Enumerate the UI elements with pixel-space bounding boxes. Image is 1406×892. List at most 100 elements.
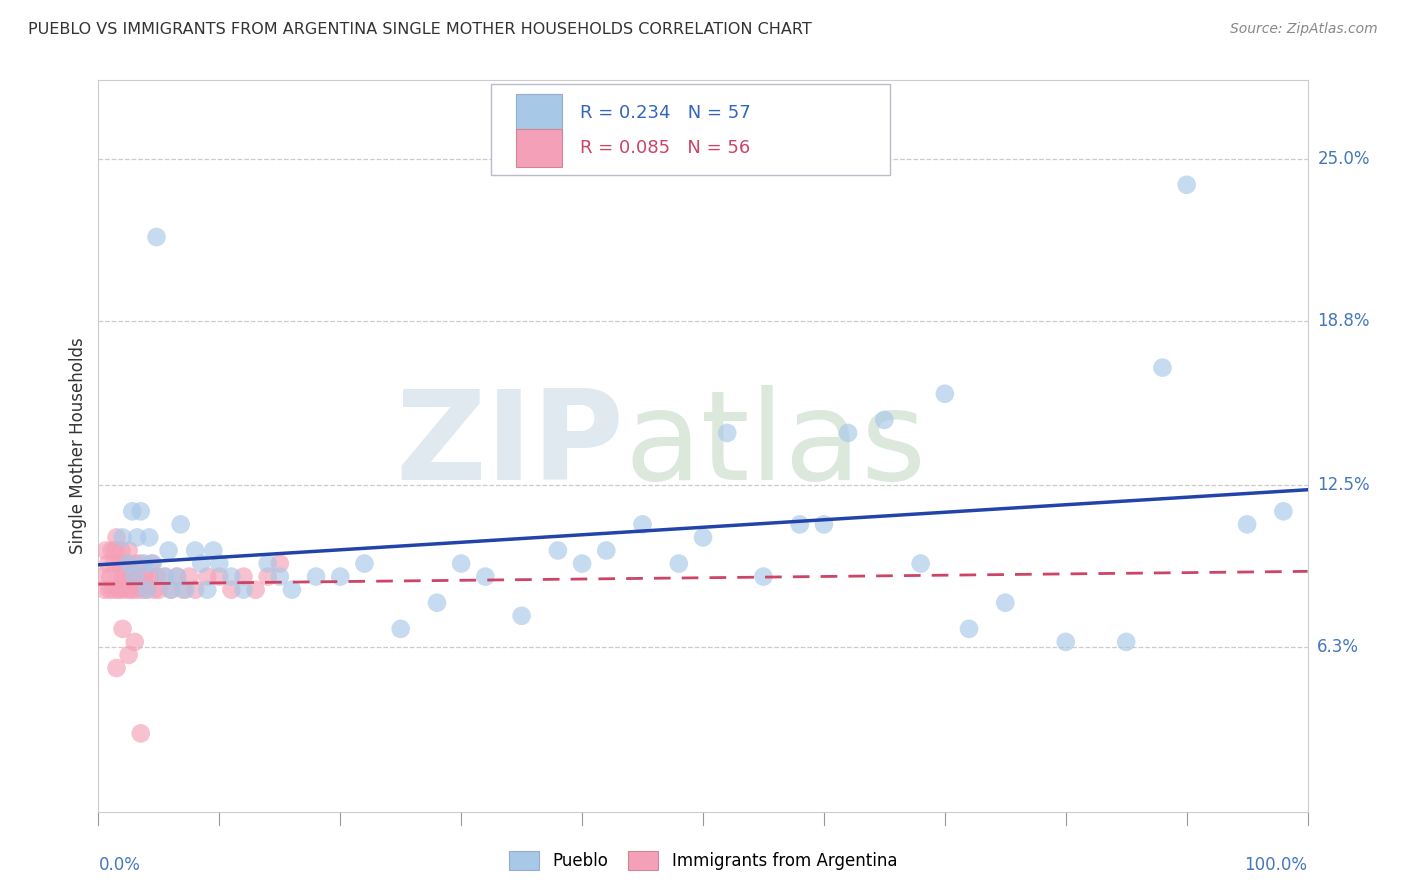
Point: [994, 596, 1017, 610]
Point: [127, 582, 149, 597]
Point: [184, 543, 207, 558]
Point: [141, 557, 163, 571]
Point: [1272, 504, 1295, 518]
Point: [208, 569, 231, 583]
Point: [281, 582, 304, 597]
Text: ZIP: ZIP: [395, 385, 624, 507]
Point: [120, 569, 142, 583]
Text: PUEBLO VS IMMIGRANTS FROM ARGENTINA SINGLE MOTHER HOUSEHOLDS CORRELATION CHART: PUEBLO VS IMMIGRANTS FROM ARGENTINA SING…: [28, 22, 811, 37]
Point: [138, 530, 160, 544]
Point: [145, 230, 167, 244]
Legend: Pueblo, Immigrants from Argentina: Pueblo, Immigrants from Argentina: [502, 844, 904, 877]
Text: 18.8%: 18.8%: [1317, 311, 1369, 330]
Point: [184, 582, 207, 597]
Point: [129, 557, 152, 571]
Point: [108, 569, 131, 583]
Point: [157, 543, 180, 558]
Point: [752, 569, 775, 583]
Point: [934, 386, 956, 401]
Point: [208, 557, 231, 571]
Point: [108, 582, 131, 597]
Point: [329, 569, 352, 583]
Point: [135, 582, 157, 597]
Text: 0.0%: 0.0%: [98, 855, 141, 873]
Point: [127, 569, 149, 583]
Point: [110, 543, 132, 558]
Point: [716, 425, 738, 440]
Point: [104, 543, 127, 558]
Point: [129, 726, 152, 740]
Point: [160, 582, 183, 597]
Point: [153, 569, 176, 583]
Text: 25.0%: 25.0%: [1317, 150, 1369, 168]
Point: [389, 622, 412, 636]
Point: [195, 569, 218, 583]
Point: [112, 557, 135, 571]
Point: [134, 569, 156, 583]
Point: [232, 582, 254, 597]
Point: [143, 582, 166, 597]
Point: [118, 582, 141, 597]
Y-axis label: Single Mother Households: Single Mother Households: [69, 338, 87, 554]
Point: [101, 582, 124, 597]
Point: [118, 543, 141, 558]
Point: [166, 569, 188, 583]
Text: R = 0.234   N = 57: R = 0.234 N = 57: [579, 104, 751, 122]
FancyBboxPatch shape: [492, 84, 890, 176]
Point: [426, 596, 449, 610]
Point: [269, 557, 291, 571]
Point: [131, 582, 153, 597]
Text: Source: ZipAtlas.com: Source: ZipAtlas.com: [1230, 22, 1378, 37]
Point: [1236, 517, 1258, 532]
Point: [221, 569, 243, 583]
Point: [1054, 635, 1077, 649]
Point: [1152, 360, 1174, 375]
Point: [124, 569, 146, 583]
Point: [148, 582, 170, 597]
Point: [269, 569, 291, 583]
Text: 100.0%: 100.0%: [1244, 855, 1308, 873]
Point: [172, 582, 194, 597]
Point: [195, 582, 218, 597]
Point: [121, 504, 143, 518]
Point: [105, 530, 128, 544]
Point: [93, 582, 115, 597]
Point: [129, 504, 152, 518]
Point: [474, 569, 496, 583]
Point: [115, 569, 138, 583]
Point: [305, 569, 328, 583]
Point: [142, 557, 165, 571]
Point: [571, 557, 593, 571]
Point: [813, 517, 835, 532]
Point: [510, 608, 533, 623]
FancyBboxPatch shape: [516, 129, 561, 168]
Point: [118, 648, 141, 662]
FancyBboxPatch shape: [516, 95, 561, 132]
Point: [910, 557, 932, 571]
Point: [100, 569, 122, 583]
Text: 12.5%: 12.5%: [1317, 476, 1369, 494]
Point: [256, 557, 278, 571]
Point: [153, 569, 176, 583]
Point: [353, 557, 375, 571]
Point: [169, 517, 191, 532]
Point: [138, 569, 160, 583]
Point: [221, 582, 243, 597]
Point: [177, 569, 201, 583]
Point: [668, 557, 690, 571]
Point: [117, 557, 139, 571]
Point: [108, 557, 131, 571]
Point: [166, 569, 188, 583]
Point: [789, 517, 811, 532]
Point: [837, 425, 859, 440]
Point: [118, 557, 141, 571]
Point: [232, 569, 254, 583]
Point: [256, 569, 278, 583]
Text: atlas: atlas: [624, 385, 927, 507]
Point: [692, 530, 714, 544]
Point: [450, 557, 472, 571]
Point: [124, 635, 146, 649]
Text: R = 0.085   N = 56: R = 0.085 N = 56: [579, 139, 749, 157]
Point: [547, 543, 569, 558]
Point: [134, 557, 156, 571]
